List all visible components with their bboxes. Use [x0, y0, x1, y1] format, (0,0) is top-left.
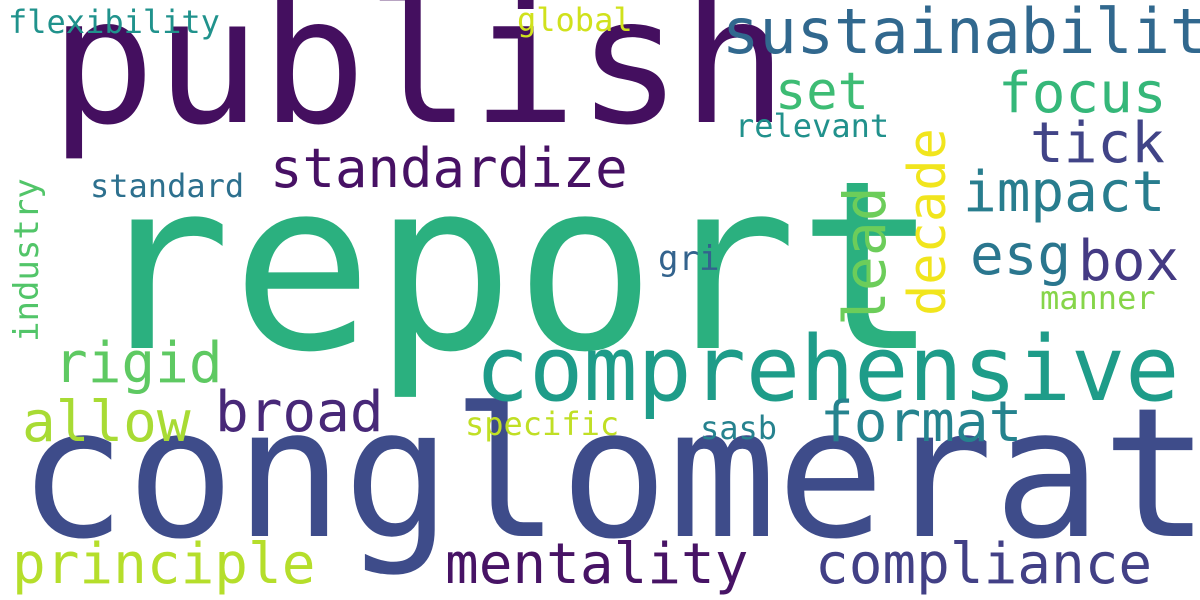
word-mentality: mentality — [445, 532, 749, 597]
word-standardize: standardize — [270, 137, 628, 200]
word-standard: standard — [90, 167, 245, 205]
word-tick: tick — [1030, 111, 1165, 176]
word-conglomerate: conglomerate — [18, 370, 1200, 579]
word-broad: broad — [215, 380, 384, 445]
word-sustainability: sustainability — [722, 0, 1200, 68]
word-allow: allow — [22, 390, 191, 455]
word-industry: industry — [7, 178, 47, 342]
word-esg: esg — [970, 223, 1072, 288]
word-relevant: relevant — [735, 107, 890, 145]
word-focus: focus — [998, 61, 1167, 126]
word-comprehensive: comprehensive — [475, 317, 1180, 422]
word-set: set — [775, 62, 869, 122]
word-specific: specific — [465, 405, 620, 443]
word-flexibility: flexibility — [8, 3, 220, 41]
word-gri: gri — [658, 239, 720, 279]
word-lead: lead — [831, 186, 899, 326]
word-manner: manner — [1040, 279, 1156, 317]
word-box: box — [1078, 229, 1180, 294]
word-decade: decade — [898, 128, 958, 316]
word-publish: publish — [50, 0, 788, 164]
word-global: global — [517, 1, 633, 39]
word-format: format — [820, 390, 1023, 455]
word-impact: impact — [963, 160, 1166, 225]
word-report: report — [90, 131, 939, 404]
word-principle: principle — [12, 532, 316, 597]
word-compliance: compliance — [815, 532, 1153, 597]
word-sasb: sasb — [700, 409, 778, 447]
word-rigid: rigid — [54, 331, 223, 396]
